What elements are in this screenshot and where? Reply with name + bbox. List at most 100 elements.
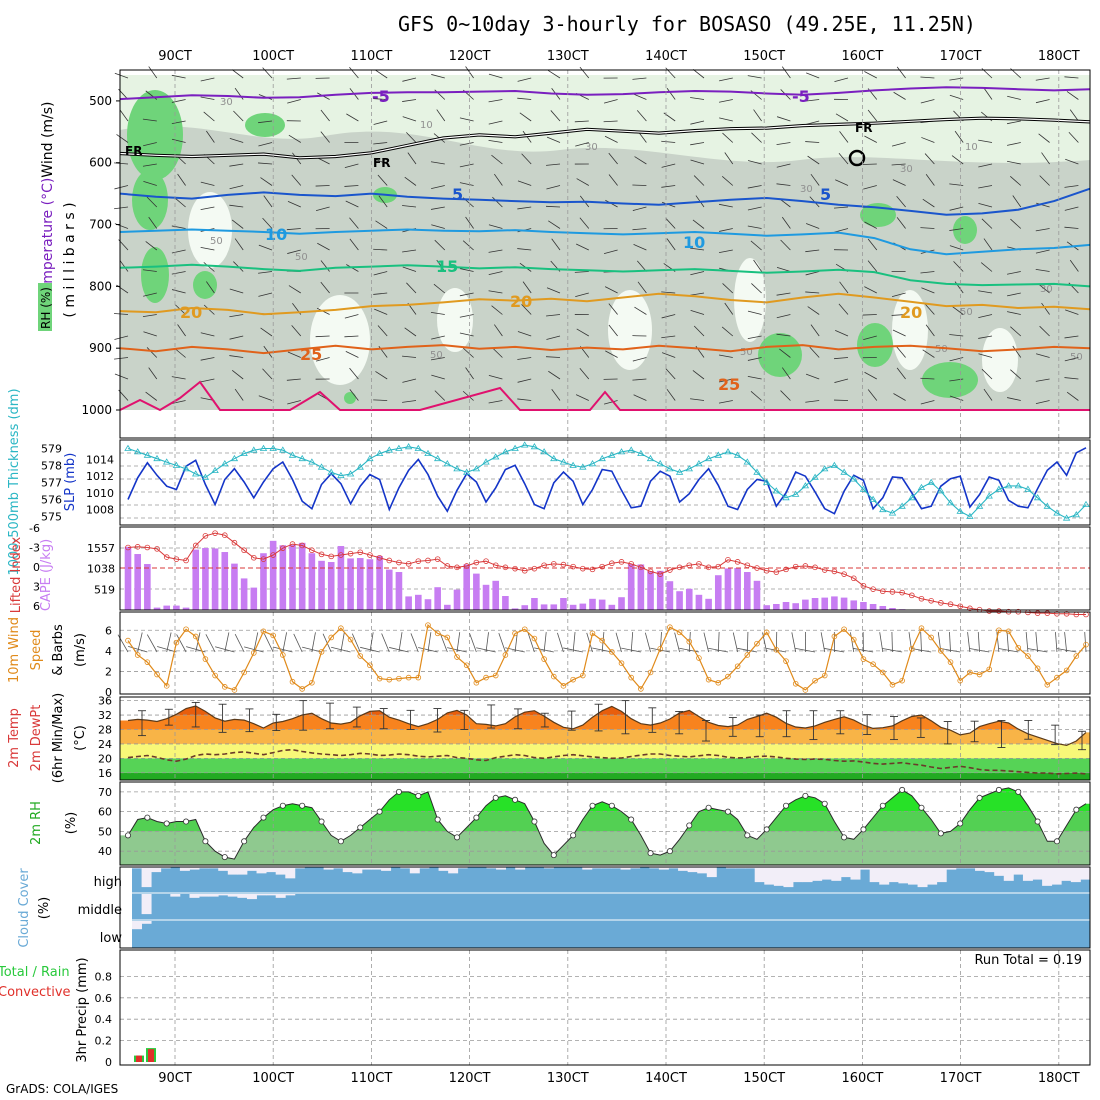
upper-wind-barb [690,271,705,276]
wind10m-barb-14 [244,646,264,653]
upper-wind-barb [1064,206,1079,211]
upper-wind-barb [719,117,733,122]
cape-bar-46 [569,604,577,610]
wind10m-barb-44 [534,647,554,653]
upper-wind-barb [747,357,762,361]
wind10m-barb-92 [998,648,1019,653]
slp-panel-frame [119,439,1091,526]
wind10m-barb-10 [224,632,230,653]
credit-label: GrADS: COLA/IGES [6,1082,119,1096]
li-point-33 [444,563,451,569]
upper-wind-barb [373,399,388,401]
cloud-low-1 [141,921,152,924]
cloud-high-37 [486,867,497,869]
upper-wind-barb [605,350,618,358]
upper-wind-barb [1038,133,1050,143]
thickness-point-71 [811,473,819,480]
precip-legend-total: Total / Rain [0,965,70,980]
wind10m-point-41 [521,626,528,633]
precip-tick-1: 0.2 [95,1035,113,1048]
x-tick-bottom-4: 130CT [547,1071,589,1086]
li-point-84 [938,600,944,606]
x-tick-bottom-7: 160CT [841,1071,883,1086]
thickness-ylabel: 1000-500mb Thickness (dm) [7,388,22,575]
wind10m-point-34 [454,654,460,660]
upper-wind-barb [724,302,734,315]
cloud-high-98 [1070,867,1081,883]
upper-wind-barb [666,87,676,100]
temp2m-line [127,705,1087,747]
cloud-high-58 [687,867,698,873]
upper-wind-barb [1064,226,1079,229]
upper-wind-barb [171,74,186,79]
rh2m-point-52 [628,816,635,823]
upper-wind-barb [1006,160,1021,165]
upper-wind-barb [548,220,561,229]
wind10m-point-98 [1073,653,1080,659]
cape-bar-30 [415,594,422,610]
cape-panel-frame [119,526,1091,611]
wind10m-barb-35 [447,647,467,653]
upper-wind-barb [661,352,676,358]
rh-band-1 [120,811,1090,832]
li-point-21 [328,553,335,560]
upper-wind-barb [981,368,993,380]
li-point-78 [879,588,886,595]
upper-wind-barb [260,327,273,337]
thickness-point-54 [646,454,655,462]
p1-ytick-label-2: 700 [89,218,112,232]
upper-wind-barb [492,196,503,208]
cape-bar-32 [434,587,441,610]
rh2m-panel-frame [119,781,1091,866]
cape-bar-29 [405,596,412,610]
thickness-point-31 [424,449,432,457]
upper-wind-barb [494,324,503,337]
wind10m-point-31 [425,622,431,628]
upper-wind-barb [867,238,878,251]
rh2m-point-32 [434,816,441,823]
upper-wind-barb [721,326,734,337]
cape-bar-28 [395,572,403,610]
rh2m-point-24 [357,824,364,831]
wind10m-point-57 [676,629,683,636]
rh2m-point-82 [918,804,925,811]
temp-band-2 [120,743,1090,759]
li-point-19 [309,547,315,554]
cloud-high-69 [793,867,803,883]
upper-wind-barb [779,348,791,358]
upper-wind-barb [921,137,935,143]
wind10m-point-61 [715,679,722,686]
upper-wind-barb [603,400,618,405]
upper-wind-barb [550,110,561,122]
upper-wind-barb [924,303,935,315]
upper-wind-barb [978,335,993,339]
cloud-high-20 [323,867,334,870]
cloud-high-68 [783,867,794,888]
temp2m-tick-5: 36 [98,695,112,708]
wind10m-markers [125,622,1089,693]
wind10m-point-37 [483,674,489,681]
cape-bar-60 [705,598,712,610]
upper-wind-barb [287,400,301,405]
upper-wind-barb [867,260,878,272]
li-point-69 [792,563,799,570]
upper-wind-barb [402,99,417,102]
wind10m-point-24 [357,653,364,659]
wind10m-barbs [117,631,1087,653]
upper-wind-barb [171,120,186,125]
cloud-high-12 [246,867,257,871]
isotherm-label-0: -5 [372,87,390,106]
li-point-51 [618,559,625,565]
isotherm-label-9: 15 [436,257,458,276]
upper-wind-barb [262,67,273,79]
cloud-middle-11 [237,894,248,898]
cloud-high-74 [840,867,851,878]
upper-wind-barb [315,185,330,187]
wind10m-barb-3 [146,634,158,653]
upper-wind-barb [719,378,733,383]
upper-wind-barb [402,249,417,253]
upper-wind-barb [491,154,503,165]
p1-ytick-label-0: 500 [89,94,112,108]
upper-wind-barb [258,271,273,274]
upper-wind-barb [320,131,330,143]
